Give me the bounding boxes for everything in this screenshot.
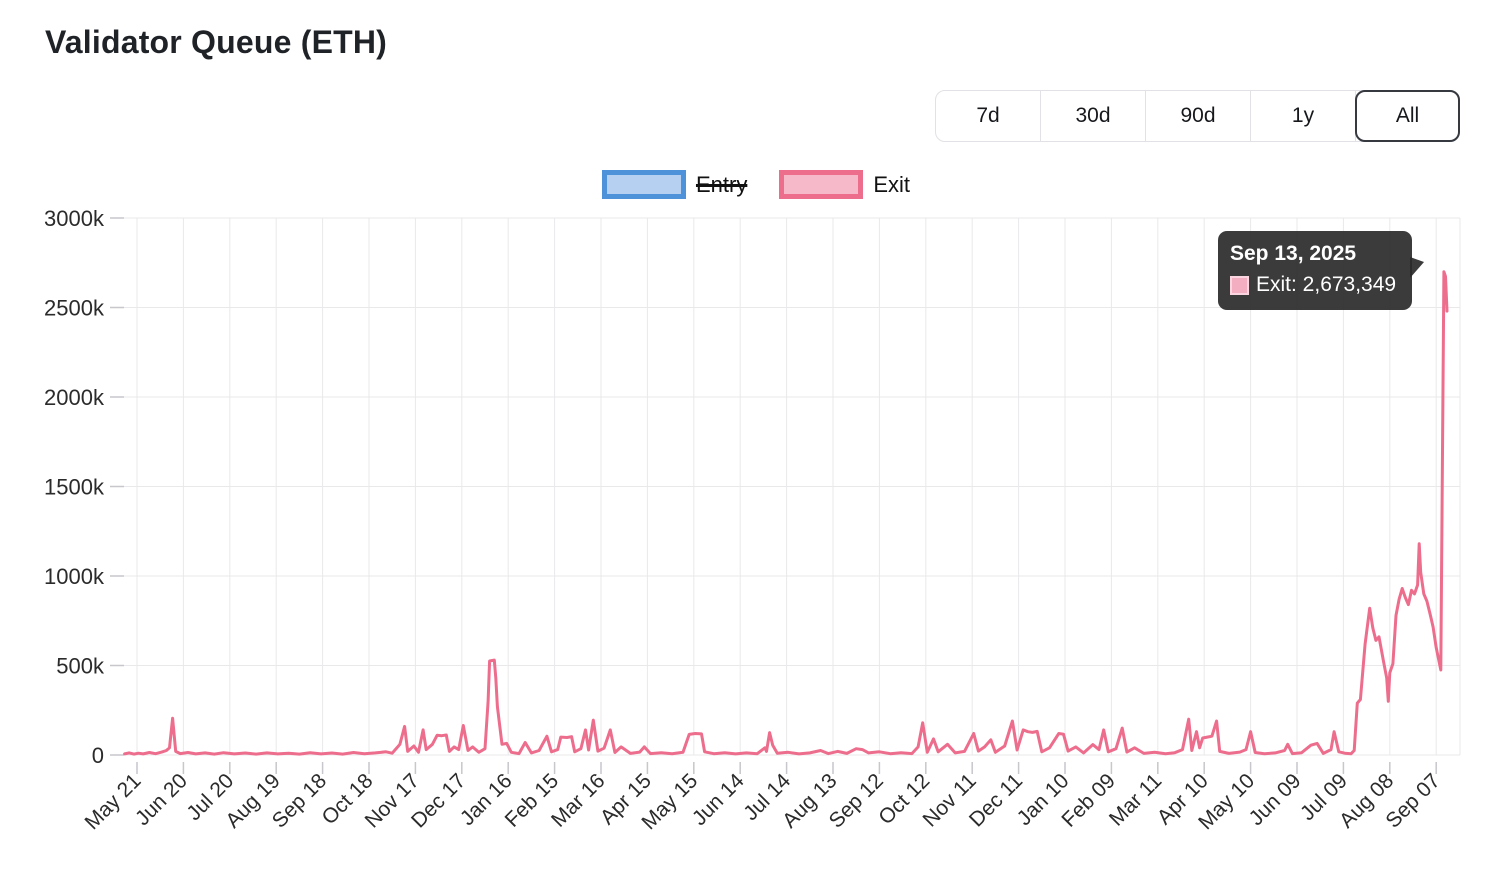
legend-label-exit: Exit <box>873 171 911 197</box>
entry-swatch-icon <box>601 170 686 199</box>
legend-item-entry[interactable]: Entry <box>601 170 748 199</box>
chart-legend: Entry Exit <box>0 170 1512 199</box>
range-button-90d[interactable]: 90d <box>1146 91 1251 141</box>
x-tick-label: Mar 16 <box>547 769 609 831</box>
y-tick-label: 1000k <box>44 564 105 589</box>
x-tick-label: Mar 11 <box>1105 769 1166 830</box>
x-tick-label: Jun 09 <box>1245 769 1306 830</box>
x-tick-label: Jun 20 <box>131 769 192 830</box>
exit-swatch-icon <box>779 170 864 199</box>
legend-label-entry: Entry <box>695 171 748 197</box>
tooltip-value: Exit: 2,673,349 <box>1256 273 1397 296</box>
y-tick-label: 1500k <box>44 475 105 500</box>
y-tick-label: 0 <box>92 743 104 768</box>
x-tick-label: Dec 11 <box>965 769 1027 831</box>
x-tick-label: May 21 <box>81 769 146 834</box>
tooltip-date: Sep 13, 2025 <box>1230 242 1357 265</box>
x-tick-label: Feb 09 <box>1057 769 1120 832</box>
tooltip-caret-icon <box>1410 257 1425 278</box>
y-tick-label: 500k <box>56 654 105 679</box>
range-button-all[interactable]: All <box>1355 90 1460 142</box>
legend-item-exit[interactable]: Exit <box>779 170 910 199</box>
tooltip-exit-swatch-icon <box>1230 275 1249 295</box>
chart-tooltip: Sep 13, 2025 Exit: 2,673,349 <box>1218 231 1425 310</box>
range-button-7d[interactable]: 7d <box>936 91 1041 141</box>
series-line-exit[interactable] <box>123 270 1449 756</box>
x-tick-label: Jun 14 <box>688 769 749 830</box>
range-button-1y[interactable]: 1y <box>1251 91 1356 141</box>
range-selector: 7d 30d 90d 1y All <box>935 90 1460 142</box>
page-title: Validator Queue (ETH) <box>45 24 388 60</box>
range-button-30d[interactable]: 30d <box>1041 91 1146 141</box>
y-tick-label: 3000k <box>44 206 105 231</box>
y-tick-label: 2000k <box>44 385 105 410</box>
y-tick-label: 2500k <box>44 296 105 321</box>
